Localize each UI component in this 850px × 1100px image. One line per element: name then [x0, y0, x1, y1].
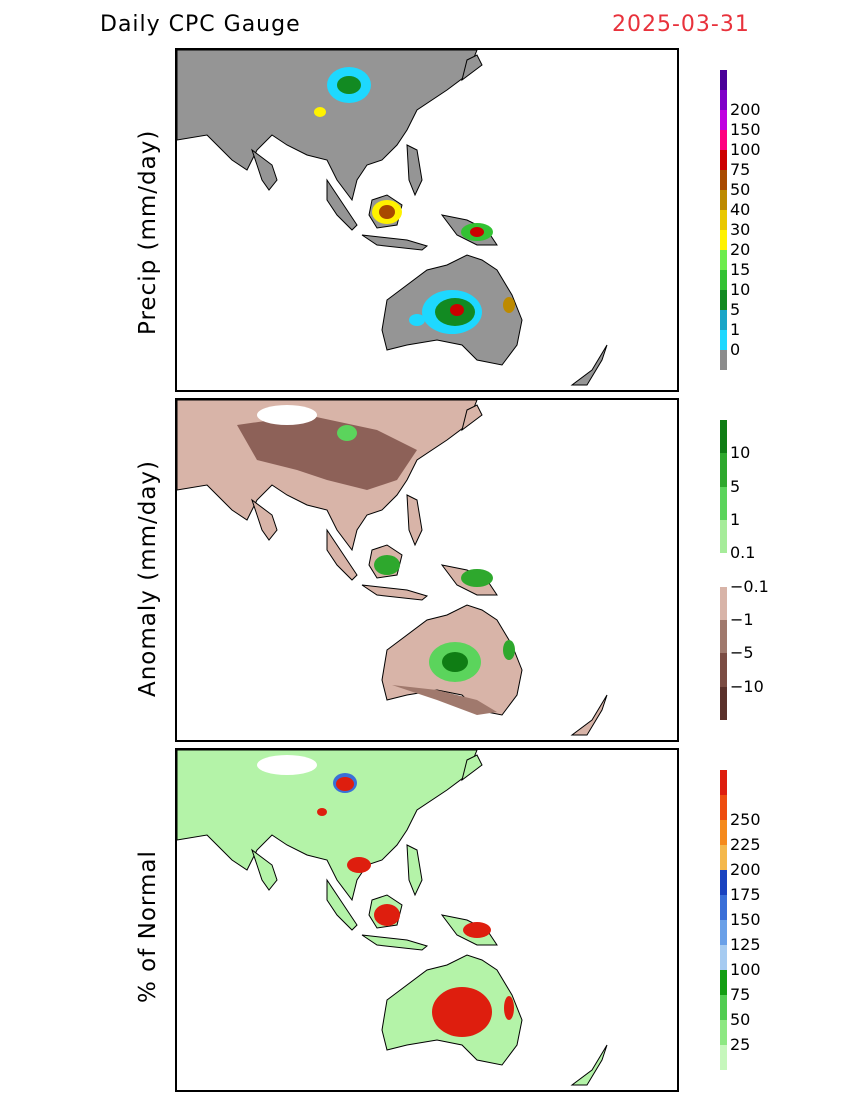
colorbar-segment — [720, 553, 727, 587]
colorbar-tick-label: 5 — [730, 476, 741, 496]
anomaly-colorbar — [720, 420, 727, 720]
colorbar-segment — [720, 330, 727, 350]
colorbar-segment — [720, 130, 727, 150]
colorbar-segment — [720, 90, 727, 110]
percent-map — [175, 748, 679, 1092]
colorbar-tick-label: 1 — [730, 320, 741, 339]
colorbar-segment — [720, 619, 727, 654]
colorbar-tick-label: −10 — [730, 676, 764, 696]
colorbar-segment — [720, 770, 727, 795]
colorbar-tick-label: 75 — [730, 160, 751, 179]
colorbar-tick-label: 250 — [730, 810, 761, 829]
colorbar-segment — [720, 870, 727, 895]
colorbar-segment — [720, 230, 727, 250]
colorbar-tick-label: 225 — [730, 835, 761, 854]
colorbar-segment — [720, 795, 727, 820]
colorbar-segment — [720, 653, 727, 687]
colorbar-tick-label: 25 — [730, 1035, 751, 1054]
percent-colorbar — [720, 770, 727, 1070]
colorbar-segment — [720, 350, 727, 370]
colorbar-segment — [720, 150, 727, 170]
colorbar-segment — [720, 420, 727, 454]
colorbar-segment — [720, 210, 727, 230]
anomaly-map — [175, 398, 679, 742]
anomaly-ylabel: Anomaly (mm/day) — [135, 459, 161, 697]
precip-ylabel: Precip (mm/day) — [135, 129, 161, 335]
colorbar-tick-label: 10 — [730, 443, 751, 463]
colorbar-tick-label: 175 — [730, 885, 761, 904]
colorbar-tick-label: 200 — [730, 100, 761, 119]
islands — [326, 404, 498, 601]
colorbar-segment — [720, 586, 727, 620]
colorbar-segment — [720, 845, 727, 870]
colorbar-tick-label: 30 — [730, 220, 751, 239]
colorbar-tick-label: 0 — [730, 340, 741, 359]
precip-map-svg — [177, 50, 608, 386]
percent-ylabel: % of Normal — [135, 850, 161, 1003]
colorbar-segment — [720, 920, 727, 945]
colorbar-tick-label: 50 — [730, 180, 751, 199]
colorbar-segment — [720, 519, 727, 554]
colorbar-tick-label: 125 — [730, 935, 761, 954]
colorbar-segment — [720, 453, 727, 487]
chart-title: Daily CPC Gauge — [100, 12, 301, 37]
anomaly-map-svg — [177, 400, 608, 736]
new-zealand — [570, 1044, 608, 1086]
colorbar-segment — [720, 310, 727, 330]
colorbar-segment — [720, 820, 727, 845]
colorbar-segment — [720, 945, 727, 970]
new-zealand — [570, 694, 608, 736]
new-zealand — [570, 344, 608, 386]
colorbar-segment — [720, 970, 727, 995]
precip-rain-areas — [314, 67, 515, 334]
percent-areas — [257, 755, 514, 1037]
colorbar-tick-label: 15 — [730, 260, 751, 279]
colorbar-tick-label: 100 — [730, 960, 761, 979]
colorbar-segment — [720, 250, 727, 270]
colorbar-tick-label: 200 — [730, 860, 761, 879]
precip-map — [175, 48, 679, 392]
colorbar-tick-label: −0.1 — [730, 576, 769, 596]
colorbar-tick-label: 20 — [730, 240, 751, 259]
colorbar-segment — [720, 170, 727, 190]
colorbar-tick-label: 5 — [730, 300, 741, 319]
colorbar-tick-label: 150 — [730, 120, 761, 139]
percent-map-svg — [177, 750, 608, 1086]
colorbar-tick-label: 100 — [730, 140, 761, 159]
asia-landmass — [177, 750, 478, 902]
colorbar-tick-label: 1 — [730, 510, 741, 529]
asia-landmass — [177, 50, 478, 202]
colorbar-segment — [720, 686, 727, 720]
colorbar-segment — [720, 110, 727, 130]
colorbar-tick-label: 10 — [730, 280, 751, 299]
anomaly-areas — [237, 405, 515, 715]
colorbar-segment — [720, 270, 727, 290]
colorbar-tick-label: 75 — [730, 985, 751, 1004]
colorbar-tick-label: 50 — [730, 1010, 751, 1029]
colorbar-segment — [720, 1020, 727, 1045]
precip-colorbar — [720, 70, 727, 370]
colorbar-segment — [720, 290, 727, 310]
colorbar-segment — [720, 70, 727, 90]
colorbar-segment — [720, 995, 727, 1020]
colorbar-tick-label: 0.1 — [730, 543, 756, 563]
colorbar-tick-label: 40 — [730, 200, 751, 219]
colorbar-segment — [720, 486, 727, 520]
colorbar-tick-label: −1 — [730, 610, 754, 629]
date-label: 2025-03-31 — [612, 12, 750, 37]
colorbar-segment — [720, 895, 727, 920]
colorbar-segment — [720, 1045, 727, 1070]
colorbar-tick-label: 150 — [730, 910, 761, 929]
colorbar-tick-label: −5 — [730, 643, 754, 663]
colorbar-segment — [720, 190, 727, 210]
